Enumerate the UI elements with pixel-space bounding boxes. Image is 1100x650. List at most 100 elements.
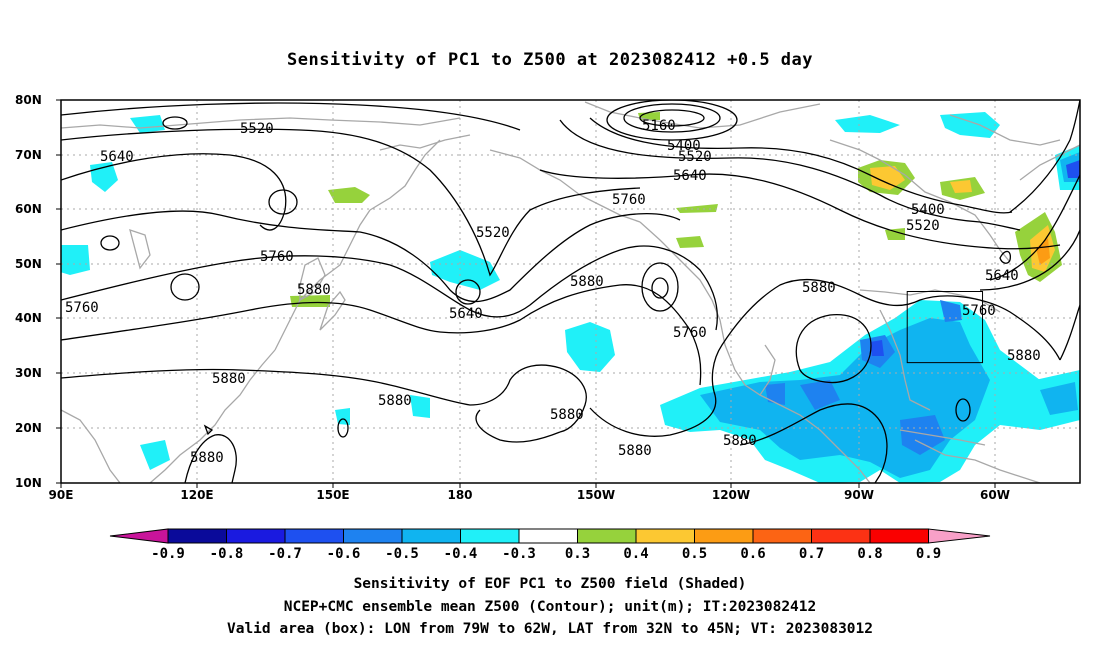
contour-label: 5880 [378,393,412,409]
colorbar-tick-label: 0.4 [623,546,648,562]
contour-labels: 5160 5400 5520 5640 5520 5640 5760 5520 … [65,118,1041,466]
lon-label: 150W [577,488,615,502]
contour-label: 5880 [212,371,246,387]
contour-label: 5880 [618,443,652,459]
contour-label: 5640 [100,149,134,165]
colorbar-tick-label: 0.8 [857,546,882,562]
colorbar-tick-label: 0.3 [565,546,590,562]
contour-label: 5520 [476,225,510,241]
contour-label: 5520 [906,218,940,234]
contour-label: 5880 [723,433,757,449]
lon-label: 180 [447,488,472,502]
shade-patch [950,180,972,193]
colorbar-swatch [460,528,520,544]
latitude-labels: 80N 70N 60N 50N 40N 30N 20N 10N [15,93,42,490]
contour-label: 5760 [260,249,294,265]
lon-label: 90E [49,488,74,502]
lat-label: 70N [15,148,42,162]
colorbar-right-arrow [928,528,991,544]
colorbar-swatch [577,528,637,544]
shade-patch [940,112,1000,138]
shade-patch [430,250,500,290]
shade-patch [140,440,170,470]
colorbar-tick-label: 0.5 [682,546,707,562]
contour-label: 5760 [673,325,707,341]
colorbar-tick-label: -0.5 [385,546,419,562]
contour-label: 5520 [240,121,274,137]
colorbar-swatch [869,528,929,544]
lat-label: 30N [15,366,42,380]
colorbar-tick-label: 0.6 [740,546,765,562]
lat-label: 20N [15,421,42,435]
lat-label: 40N [15,311,42,325]
contour-label: 5400 [667,138,701,154]
contour-label: 5880 [1007,348,1041,364]
axis-ticks [56,99,996,488]
colorbar: -0.9 -0.8 -0.7 -0.6 -0.5 -0.4 -0.3 0.3 0.4 0.5 0.6… [109,528,991,562]
lon-label: 60W [980,488,1010,502]
colorbar-swatch [226,528,286,544]
shade-patch [835,115,900,133]
contour-label: 5640 [449,306,483,322]
contour-label: 5880 [570,274,604,290]
colorbar-swatch [167,528,227,544]
lon-label: 150E [316,488,349,502]
contour-label: 5880 [297,282,331,298]
colorbar-swatch [752,528,812,544]
contour-label: 5520 [678,149,712,165]
z500-contours [61,100,1080,483]
contour-label: 5760 [612,192,646,208]
lat-label: 50N [15,257,42,271]
contour-label: 5880 [550,407,584,423]
colorbar-swatch [635,528,695,544]
lat-label: 10N [15,476,42,490]
contour-label: 5640 [673,168,707,184]
shade-patch [410,395,430,418]
shade-patch [870,340,884,356]
shade-patch [800,380,840,410]
lon-label: 90W [844,488,874,502]
shade-patch [940,300,962,322]
lon-label: 120E [180,488,213,502]
shade-patch [565,322,615,372]
valid-area-box [906,291,984,364]
colorbar-tick-label: -0.3 [502,546,536,562]
colorbar-tick-label: -0.6 [327,546,361,562]
contour-label: 5400 [911,202,945,218]
shade-patch [900,415,945,455]
colorbar-tick-label: -0.9 [151,546,185,562]
contour-label: 5760 [962,303,996,319]
caption-line-3: Valid area (box): LON from 79W to 62W, L… [226,621,873,637]
colorbar-tick-label: -0.4 [444,546,478,562]
colorbar-swatch [343,528,403,544]
shade-patch [328,187,370,203]
shade-patch [676,236,704,248]
colorbar-swatch [284,528,344,544]
shade-patch [765,383,785,405]
contour-label: 5640 [985,268,1019,284]
colorbar-tick-label: 0.7 [799,546,824,562]
contour-label: 5880 [190,450,224,466]
shade-patch [1066,160,1080,178]
lat-label: 80N [15,93,42,107]
lat-label: 60N [15,202,42,216]
contour-label: 5880 [802,280,836,296]
colorbar-swatch [811,528,871,544]
contour-label: 5160 [642,118,676,134]
shade-patch [885,228,905,240]
chart-title: Sensitivity of PC1 to Z500 at 2023082412… [286,50,813,70]
coastlines [61,101,1080,483]
colorbar-swatch [518,528,578,544]
caption-block: Sensitivity of EOF PC1 to Z500 field (Sh… [0,573,1100,641]
colorbar-swatch [401,528,461,544]
longitude-labels: 90E 120E 150E 180 150W 120W 90W 60W [49,488,1010,502]
colorbar-swatch [694,528,754,544]
plot-frame [60,99,1081,484]
shade-patch [1036,238,1050,265]
shade-patch [61,245,90,275]
shade-patch [870,166,905,190]
caption-line-2: NCEP+CMC ensemble mean Z500 (Contour); u… [283,598,817,615]
caption-line-1: Sensitivity of EOF PC1 to Z500 field (Sh… [353,576,747,592]
colorbar-tick-label: -0.7 [268,546,302,562]
